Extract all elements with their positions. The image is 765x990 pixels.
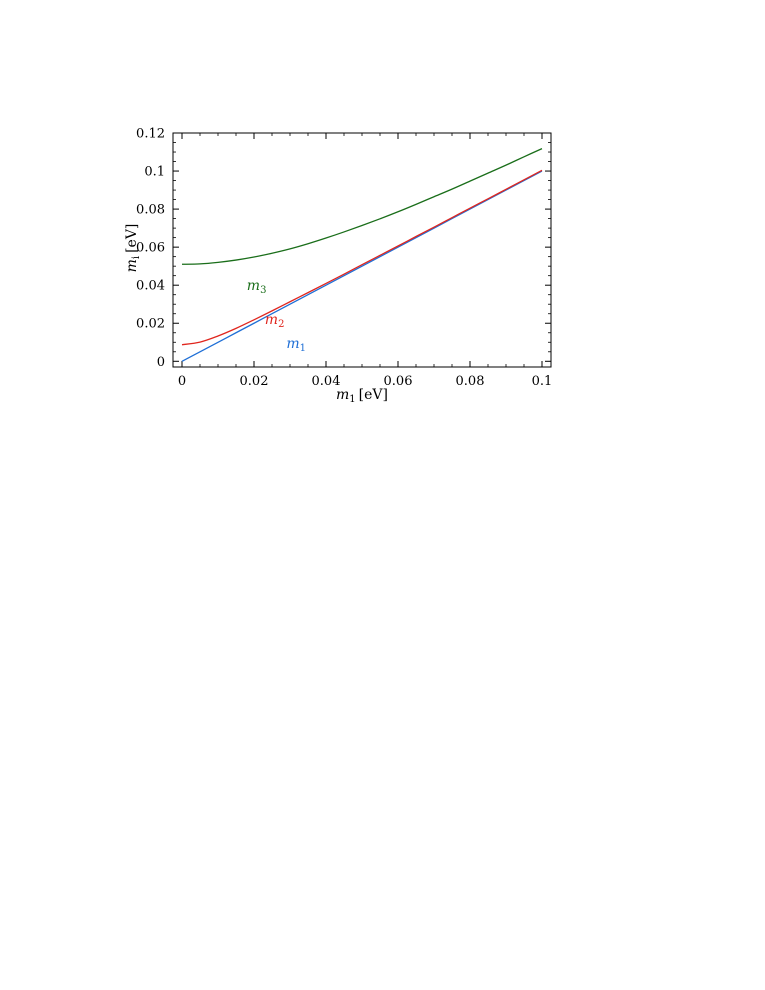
y-tick-label: 0.12 xyxy=(136,127,165,142)
y-tick-label: 0.1 xyxy=(144,165,165,180)
x-tick-label: 0.08 xyxy=(456,374,485,389)
y-tick-label: 0.02 xyxy=(136,317,165,332)
x-axis-label: m1 [eV] xyxy=(336,387,388,405)
series-label-m3: m3 xyxy=(247,278,267,296)
series-line-m2 xyxy=(181,169,543,346)
series-label-m1: m1 xyxy=(286,336,306,354)
plot-frame xyxy=(172,132,552,368)
x-tick-label: 0 xyxy=(178,374,186,389)
x-tick-label: 0.06 xyxy=(384,374,413,389)
axis-ticks xyxy=(173,132,551,367)
series-line-m1 xyxy=(181,170,543,362)
y-axis-label: mi[eV] xyxy=(124,224,142,273)
y-tick-label: 0.04 xyxy=(136,279,165,294)
series-label-m2: m2 xyxy=(265,312,285,330)
y-tick-label: 0.08 xyxy=(136,203,165,218)
y-tick-label: 0 xyxy=(157,355,165,370)
x-tick-label: 0.04 xyxy=(312,374,341,389)
tick-labels: 0 0.02 0.04 0.06 0.08 0.1 0 0.02 0.04 0.06 0.08 0.1… xyxy=(136,127,552,390)
y-tick-label: 0.06 xyxy=(136,241,165,256)
x-tick-label: 0.02 xyxy=(240,374,269,389)
series-line-m3 xyxy=(181,148,543,265)
x-tick-label: 0.1 xyxy=(532,374,553,389)
series-lines xyxy=(181,148,543,362)
